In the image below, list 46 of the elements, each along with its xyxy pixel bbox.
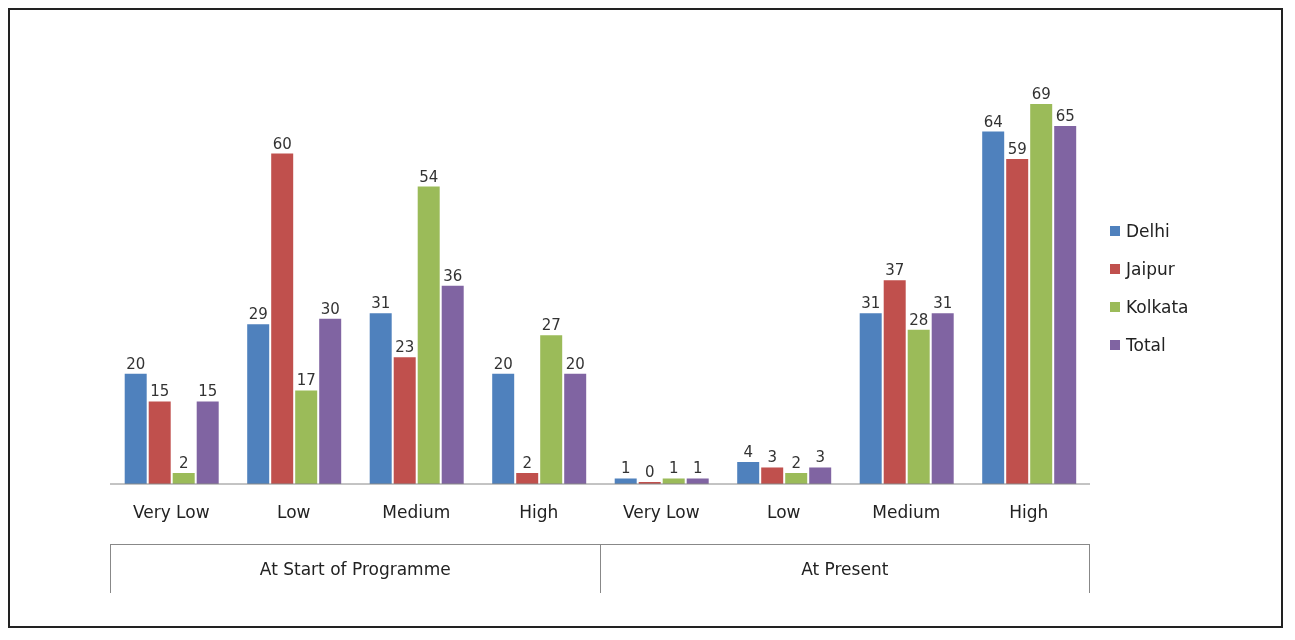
data-label: 2 xyxy=(791,453,801,472)
data-label: 27 xyxy=(541,315,561,334)
data-label: 36 xyxy=(443,266,463,285)
data-label: 2 xyxy=(522,453,532,472)
data-label: 2 xyxy=(178,453,189,472)
data-label: 0 xyxy=(644,462,655,481)
x-tick-label: Low xyxy=(277,501,311,522)
data-label: 1 xyxy=(668,458,679,477)
x-tick-label: Medium xyxy=(872,501,941,522)
data-label: 20 xyxy=(493,354,513,373)
data-label: 15 xyxy=(198,381,218,400)
data-label: 3 xyxy=(767,447,777,466)
data-label: 60 xyxy=(272,134,292,153)
legend-label: Total xyxy=(1126,335,1166,355)
x-tick-label: High xyxy=(519,501,559,522)
x-tick-label: High xyxy=(1009,501,1049,522)
legend-label: Delhi xyxy=(1126,221,1170,241)
data-label: 4 xyxy=(743,442,753,461)
text: At Present xyxy=(599,544,1090,593)
data-label: 20 xyxy=(565,354,585,373)
data-label: 20 xyxy=(126,354,146,373)
data-label: 65 xyxy=(1055,106,1075,125)
data-label: 28 xyxy=(909,310,929,329)
text: At Start of Programme xyxy=(110,544,600,593)
legend-label: Jaipur xyxy=(1126,259,1175,279)
data-label: 29 xyxy=(248,304,268,323)
legend-label: Kolkata xyxy=(1126,297,1189,317)
data-label: 1 xyxy=(692,458,703,477)
data-label: 3 xyxy=(815,447,825,466)
data-label: 37 xyxy=(885,260,905,279)
data-label: 15 xyxy=(150,381,170,400)
x-tick-label: Very Low xyxy=(622,501,700,522)
data-label: 23 xyxy=(395,337,415,356)
data-label: 31 xyxy=(371,293,391,312)
data-label: 54 xyxy=(419,167,439,186)
data-label: 69 xyxy=(1031,84,1051,103)
x-tick-label: Very Low xyxy=(132,501,210,522)
x-tick-label: Medium xyxy=(382,501,451,522)
data-label: 31 xyxy=(861,293,881,312)
data-label: 17 xyxy=(296,370,316,389)
data-label: 31 xyxy=(933,293,953,312)
data-label: 59 xyxy=(1007,139,1027,158)
data-label: 64 xyxy=(983,112,1003,131)
x-tick-label: Low xyxy=(767,501,801,522)
data-label: 1 xyxy=(620,458,631,477)
data-label: 30 xyxy=(320,299,340,318)
